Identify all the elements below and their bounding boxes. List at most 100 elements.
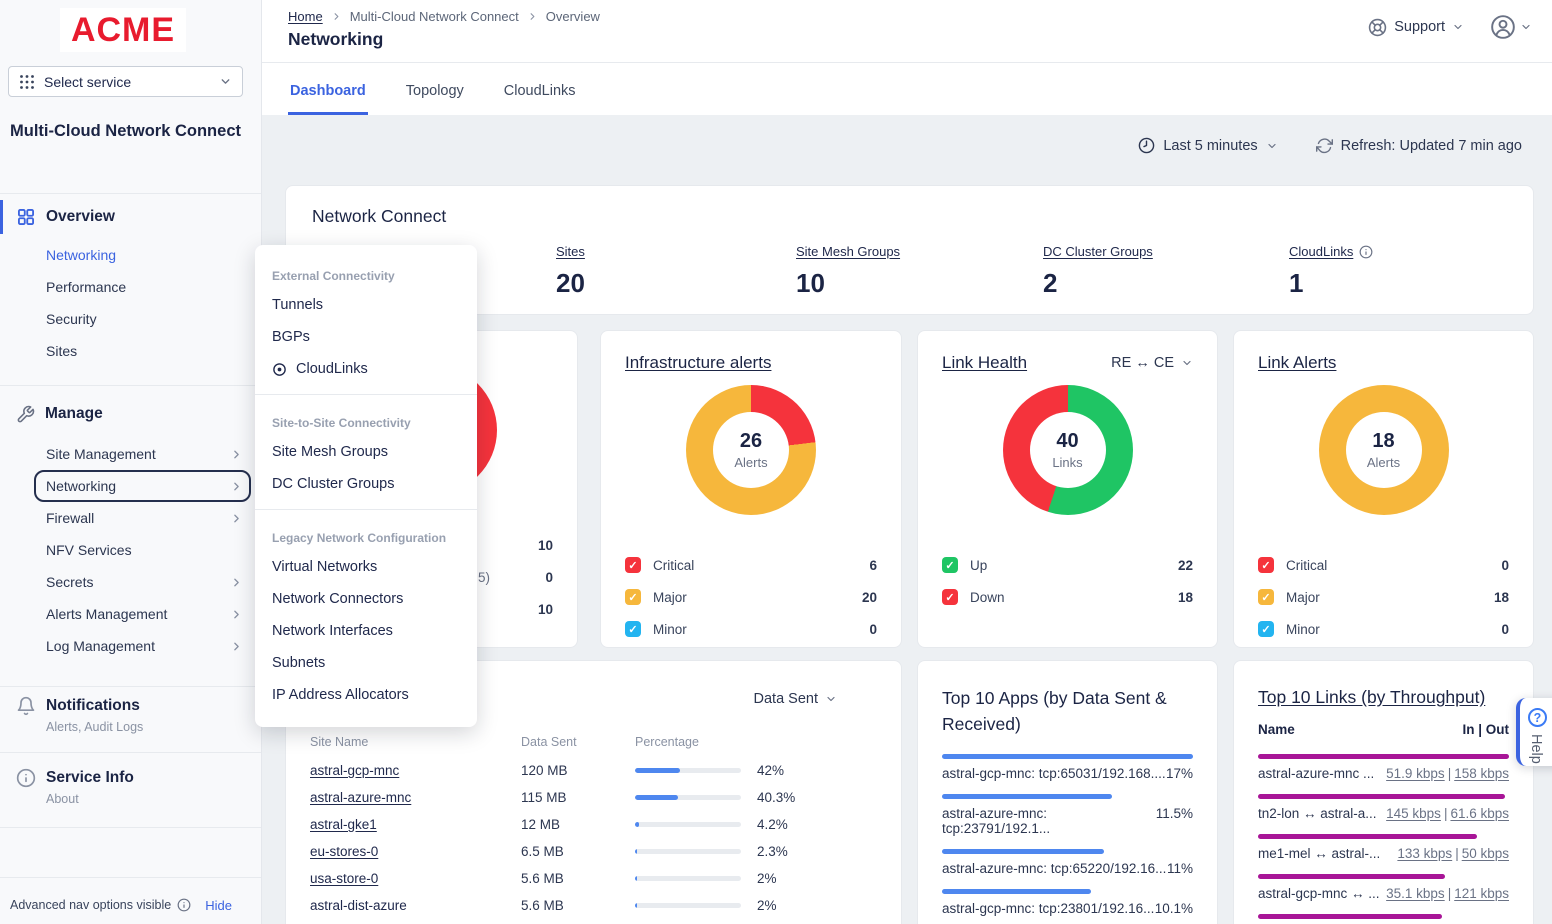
menu-item-bgps[interactable]: BGPs <box>272 329 310 345</box>
legend-row: ✓ Minor 0 <box>1258 613 1509 645</box>
flyout-section-header: Legacy Network Configuration <box>272 531 447 545</box>
percentage-value: 40.3% <box>757 790 796 805</box>
menu-item-cloudlinks[interactable]: CloudLinks <box>255 353 477 385</box>
menu-item-tunnels[interactable]: Tunnels <box>272 297 324 313</box>
data-sent-selector[interactable]: Data Sent <box>754 691 838 707</box>
col-data-sent: Data Sent <box>521 735 577 749</box>
help-tab[interactable]: ? Help <box>1516 698 1552 766</box>
checkbox-minor[interactable]: ✓ <box>625 621 641 637</box>
data-sent-value: 6.5 MB <box>521 844 564 859</box>
link-name: me1-mel ↔ astral-... <box>1258 846 1381 861</box>
time-range-selector[interactable]: Last 5 minutes <box>1138 137 1277 154</box>
help-label: Help <box>1528 734 1544 764</box>
sidebar-section-manage[interactable]: Manage <box>0 396 261 432</box>
sidebar-item-notifications[interactable]: Notifications Alerts, Audit Logs <box>0 696 261 734</box>
checkbox-up[interactable]: ✓ <box>942 557 958 573</box>
app-bar <box>942 889 1092 894</box>
progress-track <box>635 903 741 908</box>
checkbox-major[interactable]: ✓ <box>625 589 641 605</box>
menu-item-site-mesh-groups[interactable]: Site Mesh Groups <box>272 444 389 460</box>
sidebar-item-overview[interactable]: Overview <box>0 199 261 235</box>
site-link[interactable]: astral-gcp-mnc <box>310 763 400 778</box>
top-apps-list: astral-gcp-mnc: tcp:65031/192.168.... 17%… <box>918 737 1217 924</box>
menu-item-virtual-networks[interactable]: Virtual Networks <box>272 559 378 575</box>
legend-value: 6 <box>869 557 877 573</box>
sidebar-item-security[interactable]: Security <box>46 311 97 327</box>
manage-label: Manage <box>45 405 103 422</box>
stat-sites: Sites 20 <box>556 244 585 299</box>
brand-logo[interactable]: ACME <box>60 8 186 52</box>
account-menu[interactable] <box>1490 14 1532 40</box>
cloudlinks-target-icon <box>273 362 286 376</box>
menu-item-dc-cluster-groups[interactable]: DC Cluster Groups <box>272 476 395 492</box>
sidebar-item-sites[interactable]: Sites <box>46 343 78 359</box>
progress-track <box>635 795 741 800</box>
menu-item-subnets[interactable]: Subnets <box>272 655 326 671</box>
progress-fill <box>635 768 680 773</box>
top-sites-table: Site Name Data Sent Percentage astral-gc… <box>286 727 901 919</box>
in-throughput-link[interactable]: 133 kbps <box>1397 846 1453 861</box>
link-health-title[interactable]: Link Health <box>942 353 1028 372</box>
infrastructure-alerts-title[interactable]: Infrastructure alerts <box>625 353 772 372</box>
checkbox-down[interactable]: ✓ <box>942 589 958 605</box>
out-throughput-link[interactable]: 121 kbps <box>1454 886 1509 901</box>
top-apps-card: Top 10 Apps (by Data Sent & Received) as… <box>917 660 1218 924</box>
service-selector[interactable]: Select service <box>8 66 243 97</box>
percentage-value: 4.2% <box>757 817 788 832</box>
checkbox-critical[interactable]: ✓ <box>625 557 641 573</box>
dashboard-controls: Last 5 minutes Refresh: Updated 7 min ag… <box>1138 137 1522 154</box>
sidebar-item-secrets[interactable]: Secrets <box>0 566 261 598</box>
link-bar <box>1258 874 1445 879</box>
table-row: astral-azure-mnc 115 MB 40.3% <box>310 784 877 811</box>
sidebar-item-manage-networking[interactable]: Networking <box>0 470 261 502</box>
sidebar-item-networking[interactable]: Networking <box>46 247 117 263</box>
breadcrumb-home[interactable]: Home <box>288 9 323 24</box>
link-health-endpoint-selector[interactable]: RE ↔ CE <box>1111 355 1193 371</box>
link-alerts-title[interactable]: Link Alerts <box>1258 353 1337 372</box>
in-throughput-link[interactable]: 145 kbps <box>1386 806 1441 821</box>
menu-item-ip-address-allocators[interactable]: IP Address Allocators <box>272 687 409 703</box>
sidebar-item-site-management[interactable]: Site Management <box>0 438 261 470</box>
site-link[interactable]: usa-store-0 <box>310 871 379 886</box>
app-percentage: 10.1% <box>1154 901 1193 916</box>
checkbox-minor[interactable]: ✓ <box>1258 621 1274 637</box>
menu-item-network-interfaces[interactable]: Network Interfaces <box>272 623 393 639</box>
refresh-button[interactable]: Refresh: Updated 7 min ago <box>1315 137 1522 154</box>
menu-item-network-connectors[interactable]: Network Connectors <box>272 591 404 607</box>
list-item: astral-gcp-mnc: tcp:23801/192.16... 10.1% <box>942 889 1193 916</box>
sidebar-item-alerts-management[interactable]: Alerts Management <box>0 598 261 630</box>
in-throughput-link[interactable]: 51.9 kbps <box>1386 766 1445 781</box>
sidebar-item-performance[interactable]: Performance <box>46 279 127 295</box>
site-link[interactable]: astral-gke1 <box>310 817 377 832</box>
support-menu[interactable]: Support <box>1368 18 1464 37</box>
top-links-title[interactable]: Top 10 Links (by Throughput) <box>1258 687 1486 707</box>
out-throughput-link[interactable]: 61.6 kbps <box>1450 806 1509 821</box>
divider <box>0 193 261 194</box>
out-throughput-link[interactable]: 50 kbps <box>1461 846 1509 861</box>
legend-label: Minor <box>653 621 687 637</box>
tab-dashboard[interactable]: Dashboard <box>288 71 368 115</box>
sidebar-item-service-info[interactable]: Service Info About <box>0 768 261 806</box>
support-label: Support <box>1394 19 1445 35</box>
checkbox-critical[interactable]: ✓ <box>1258 557 1274 573</box>
tab-cloudlinks[interactable]: CloudLinks <box>503 83 576 99</box>
breadcrumb-separator-icon <box>334 13 339 20</box>
sidebar-item-log-management[interactable]: Log Management <box>0 630 261 662</box>
legend-value: 0 <box>1501 621 1509 637</box>
sidebar-item-firewall[interactable]: Firewall <box>0 502 261 534</box>
divider <box>0 385 261 386</box>
site-link[interactable]: astral-azure-mnc <box>310 790 412 805</box>
in-throughput-link[interactable]: 35.1 kbps <box>1386 886 1445 901</box>
refresh-icon <box>1315 138 1333 154</box>
list-item: astral-gcp-mnc: tcp:65031/192.168.... 17% <box>942 754 1193 781</box>
sidebar-item-nfv-services[interactable]: NFV Services <box>46 542 132 558</box>
list-item: astral-gcp-mnc ↔ ... 35.1 kbps | 121 kbps <box>1258 874 1509 901</box>
flyout-section-header: External Connectivity <box>272 269 395 283</box>
advanced-nav-text: Advanced nav options visible <box>10 898 172 912</box>
site-link[interactable]: eu-stores-0 <box>310 844 379 859</box>
hide-nav-link[interactable]: Hide <box>205 897 232 913</box>
out-throughput-link[interactable]: 158 kbps <box>1454 766 1509 781</box>
tab-topology[interactable]: Topology <box>405 83 464 99</box>
checkbox-major[interactable]: ✓ <box>1258 589 1274 605</box>
service-info-sublabel: About <box>46 792 79 806</box>
